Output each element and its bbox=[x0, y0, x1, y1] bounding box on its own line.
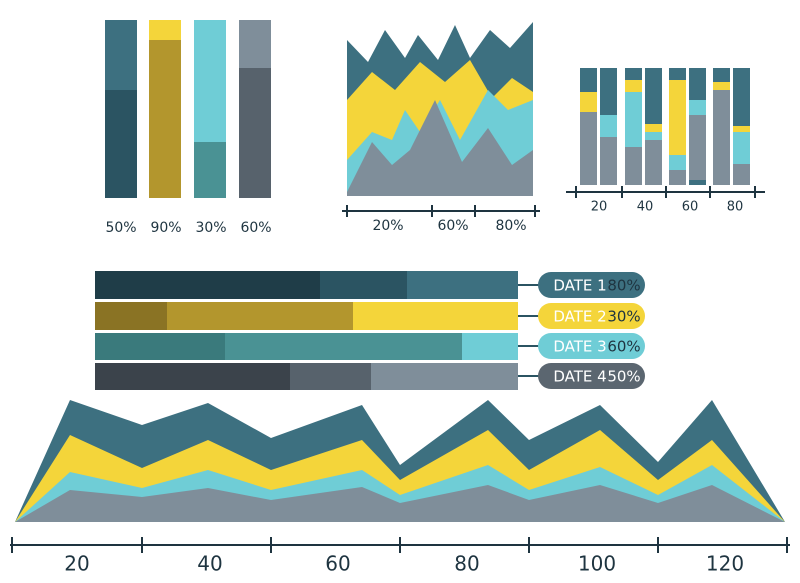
axis-label: 80 bbox=[727, 200, 744, 215]
row-value: 50% bbox=[607, 368, 640, 386]
axis-label: 40 bbox=[637, 200, 654, 215]
small-bars: 20 40 60 80 bbox=[566, 68, 765, 215]
axis-label: 20 bbox=[64, 552, 89, 576]
axis-label: 40 bbox=[197, 552, 222, 576]
row-label: DATE 3 bbox=[553, 338, 606, 356]
bar-label: 30% bbox=[195, 220, 226, 236]
axis-label: 60 bbox=[682, 200, 699, 215]
bar-label: 50% bbox=[105, 220, 136, 236]
axis-label: 80 bbox=[454, 552, 479, 576]
axis-label: 60 bbox=[325, 552, 350, 576]
axis-label: 60% bbox=[437, 218, 468, 234]
row-label: DATE 4 bbox=[553, 368, 606, 386]
row-label: DATE 2 bbox=[553, 308, 606, 326]
bar-label: 90% bbox=[150, 220, 181, 236]
bar-label: 60% bbox=[240, 220, 271, 236]
mountain-chart: 20% 60% 80% bbox=[342, 22, 540, 234]
row-value: 60% bbox=[607, 338, 640, 356]
row-value: 80% bbox=[607, 277, 640, 295]
axis-label: 80% bbox=[495, 218, 526, 234]
axis-label: 20% bbox=[372, 218, 403, 234]
row-value: 30% bbox=[607, 308, 640, 326]
row-label: DATE 1 bbox=[553, 277, 606, 295]
horizontal-bars: DATE 1 80% DATE 2 30% DATE 3 60% DATE 4 … bbox=[95, 271, 645, 390]
bottom-chart: 20 40 60 80 100 120 bbox=[10, 400, 790, 576]
axis-label: 20 bbox=[591, 200, 608, 215]
top-bars: 50% 90% 30% 60% bbox=[105, 20, 272, 236]
axis-label: 120 bbox=[706, 552, 744, 576]
axis-label: 100 bbox=[578, 552, 616, 576]
